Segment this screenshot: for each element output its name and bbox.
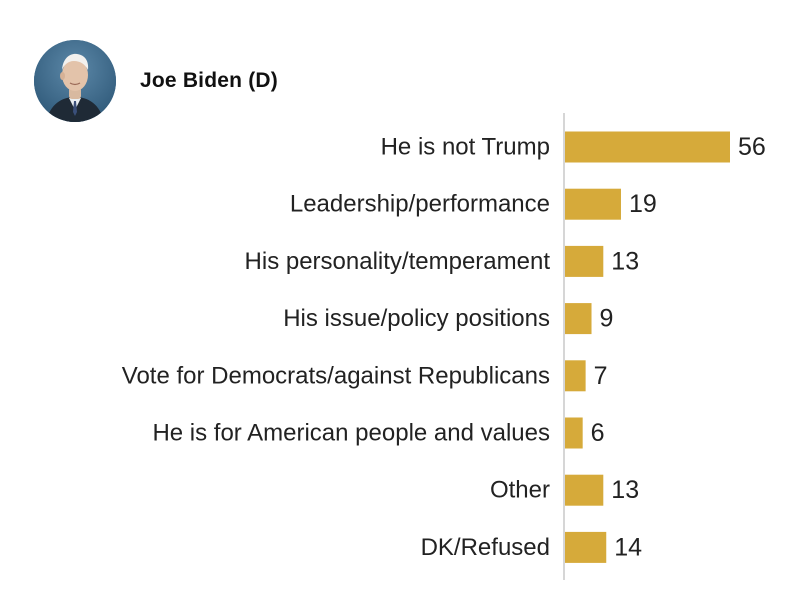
category-label: He is for American people and values bbox=[152, 420, 550, 447]
category-label: DK/Refused bbox=[421, 534, 550, 561]
category-label: His issue/policy positions bbox=[283, 305, 550, 332]
category-label: Other bbox=[490, 477, 550, 504]
chart-header: Joe Biden (D) bbox=[34, 40, 278, 122]
value-label: 56 bbox=[738, 133, 766, 161]
bar bbox=[565, 131, 730, 163]
bar bbox=[565, 531, 607, 563]
value-label: 19 bbox=[629, 190, 657, 218]
bar bbox=[565, 474, 604, 506]
candidate-name: Joe Biden (D) bbox=[140, 69, 278, 92]
category-label: Vote for Democrats/against Republicans bbox=[122, 362, 550, 389]
value-label: 9 bbox=[600, 305, 614, 333]
person-portrait-icon bbox=[34, 40, 116, 122]
value-label: 13 bbox=[611, 247, 639, 275]
value-label: 13 bbox=[611, 476, 639, 504]
value-label: 14 bbox=[614, 533, 642, 561]
bars-layer: He is not Trump 56 Leadership/performance 1… bbox=[122, 131, 766, 563]
bar bbox=[565, 303, 592, 335]
category-label: He is not Trump bbox=[381, 134, 550, 161]
bar bbox=[565, 360, 586, 392]
candidate-photo bbox=[34, 40, 116, 122]
value-label: 7 bbox=[594, 362, 608, 390]
bar bbox=[565, 245, 604, 277]
bar bbox=[565, 188, 621, 220]
bar bbox=[565, 417, 583, 449]
category-label: His personality/temperament bbox=[245, 248, 551, 275]
category-label: Leadership/performance bbox=[290, 191, 550, 218]
value-label: 6 bbox=[591, 419, 605, 447]
